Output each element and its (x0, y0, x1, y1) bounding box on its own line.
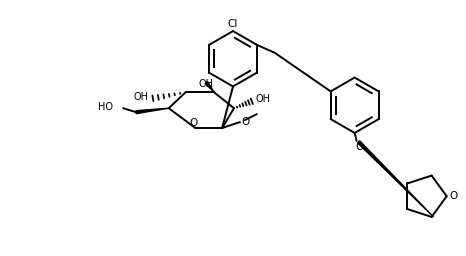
Polygon shape (205, 82, 214, 92)
Text: O: O (241, 117, 249, 127)
Text: O: O (450, 191, 458, 201)
Text: HO: HO (98, 102, 113, 112)
Polygon shape (136, 108, 169, 114)
Text: OH: OH (134, 92, 149, 102)
Text: OH: OH (199, 79, 214, 89)
Text: Cl: Cl (228, 19, 238, 29)
Text: O: O (356, 142, 364, 152)
Text: O: O (189, 118, 198, 128)
Polygon shape (357, 141, 433, 217)
Text: OH: OH (256, 94, 271, 104)
